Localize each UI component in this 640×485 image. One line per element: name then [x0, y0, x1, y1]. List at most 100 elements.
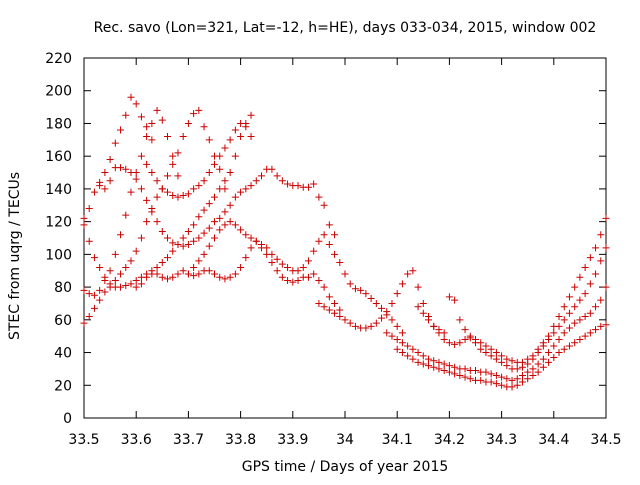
data-point	[200, 229, 208, 237]
data-point	[398, 339, 406, 347]
data-point	[555, 335, 563, 343]
y-tick-label: 160	[45, 149, 72, 165]
data-point	[284, 180, 292, 188]
data-point	[179, 234, 187, 242]
data-point	[257, 241, 265, 249]
data-point	[304, 257, 312, 265]
data-point	[190, 237, 198, 245]
y-tick-label: 40	[54, 346, 72, 362]
series-arc-5	[96, 164, 339, 250]
data-point	[247, 133, 255, 141]
data-point	[545, 349, 553, 357]
data-point	[398, 349, 406, 357]
data-point	[320, 231, 328, 239]
data-point	[409, 267, 417, 275]
data-point	[357, 286, 365, 294]
data-point	[153, 263, 161, 271]
y-tick-label: 0	[63, 411, 72, 427]
data-point	[273, 267, 281, 275]
data-point	[325, 221, 333, 229]
x-axis-label: GPS time / Days of year 2015	[242, 459, 449, 475]
data-point	[237, 119, 245, 127]
data-point	[513, 375, 521, 383]
data-point	[85, 290, 93, 298]
data-point	[117, 164, 125, 172]
data-point	[143, 133, 151, 141]
data-point	[190, 110, 198, 118]
data-point	[205, 200, 213, 208]
data-point	[539, 355, 547, 363]
data-point	[174, 241, 182, 249]
data-point	[440, 367, 448, 375]
data-point	[101, 288, 109, 296]
data-point	[539, 342, 547, 350]
data-point	[200, 177, 208, 185]
data-point	[592, 244, 600, 252]
data-point	[503, 375, 511, 383]
data-point	[315, 193, 323, 201]
data-point	[294, 267, 302, 275]
data-point	[237, 226, 245, 234]
data-point	[101, 169, 109, 177]
data-point	[179, 267, 187, 275]
data-point	[221, 177, 229, 185]
data-point	[419, 360, 427, 368]
data-point	[184, 119, 192, 127]
data-point	[487, 370, 495, 378]
data-point	[383, 329, 391, 337]
data-point	[341, 316, 349, 324]
data-point	[466, 332, 474, 340]
data-point	[96, 182, 104, 190]
data-point	[143, 160, 151, 168]
data-point	[565, 309, 573, 317]
data-point	[247, 182, 255, 190]
data-point	[231, 221, 239, 229]
data-point	[419, 299, 427, 307]
data-point	[325, 293, 333, 301]
data-point	[378, 304, 386, 312]
data-point	[550, 342, 558, 350]
data-point	[127, 280, 135, 288]
data-point	[597, 257, 605, 265]
data-point	[378, 314, 386, 322]
data-point	[226, 201, 234, 209]
data-point	[592, 326, 600, 334]
data-point	[310, 180, 318, 188]
series-arc-10	[383, 283, 610, 384]
data-point	[117, 126, 125, 134]
data-point	[503, 355, 511, 363]
data-point	[174, 270, 182, 278]
data-point	[184, 270, 192, 278]
data-point	[85, 313, 93, 321]
data-point	[440, 335, 448, 343]
data-point	[169, 247, 177, 255]
data-point	[576, 296, 584, 304]
x-axis: 33.5 33.6 33.7 33.8 33.9 34 34.1 34.2 34.3 34.4 34…	[68, 58, 622, 448]
series-arc-12	[414, 244, 610, 373]
data-point	[148, 119, 156, 127]
data-point	[602, 214, 610, 222]
data-point	[336, 259, 344, 267]
data-point	[518, 378, 526, 386]
data-point	[383, 308, 391, 316]
data-point	[169, 191, 177, 199]
data-point	[96, 296, 104, 304]
data-point	[111, 250, 119, 258]
series-arc-3	[80, 93, 156, 229]
data-point	[346, 280, 354, 288]
data-point	[529, 371, 537, 379]
data-point	[524, 368, 532, 376]
data-point	[143, 218, 151, 226]
data-point	[602, 283, 610, 291]
data-point	[320, 283, 328, 291]
data-point	[571, 339, 579, 347]
data-point	[284, 263, 292, 271]
data-point	[106, 267, 114, 275]
data-point	[226, 169, 234, 177]
data-point	[487, 378, 495, 386]
data-point	[90, 254, 98, 262]
data-point	[456, 316, 464, 324]
data-point	[565, 324, 573, 332]
data-point	[164, 188, 172, 196]
